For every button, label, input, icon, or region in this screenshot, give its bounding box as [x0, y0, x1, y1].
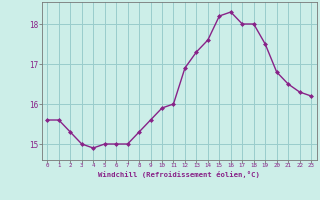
X-axis label: Windchill (Refroidissement éolien,°C): Windchill (Refroidissement éolien,°C): [98, 171, 260, 178]
